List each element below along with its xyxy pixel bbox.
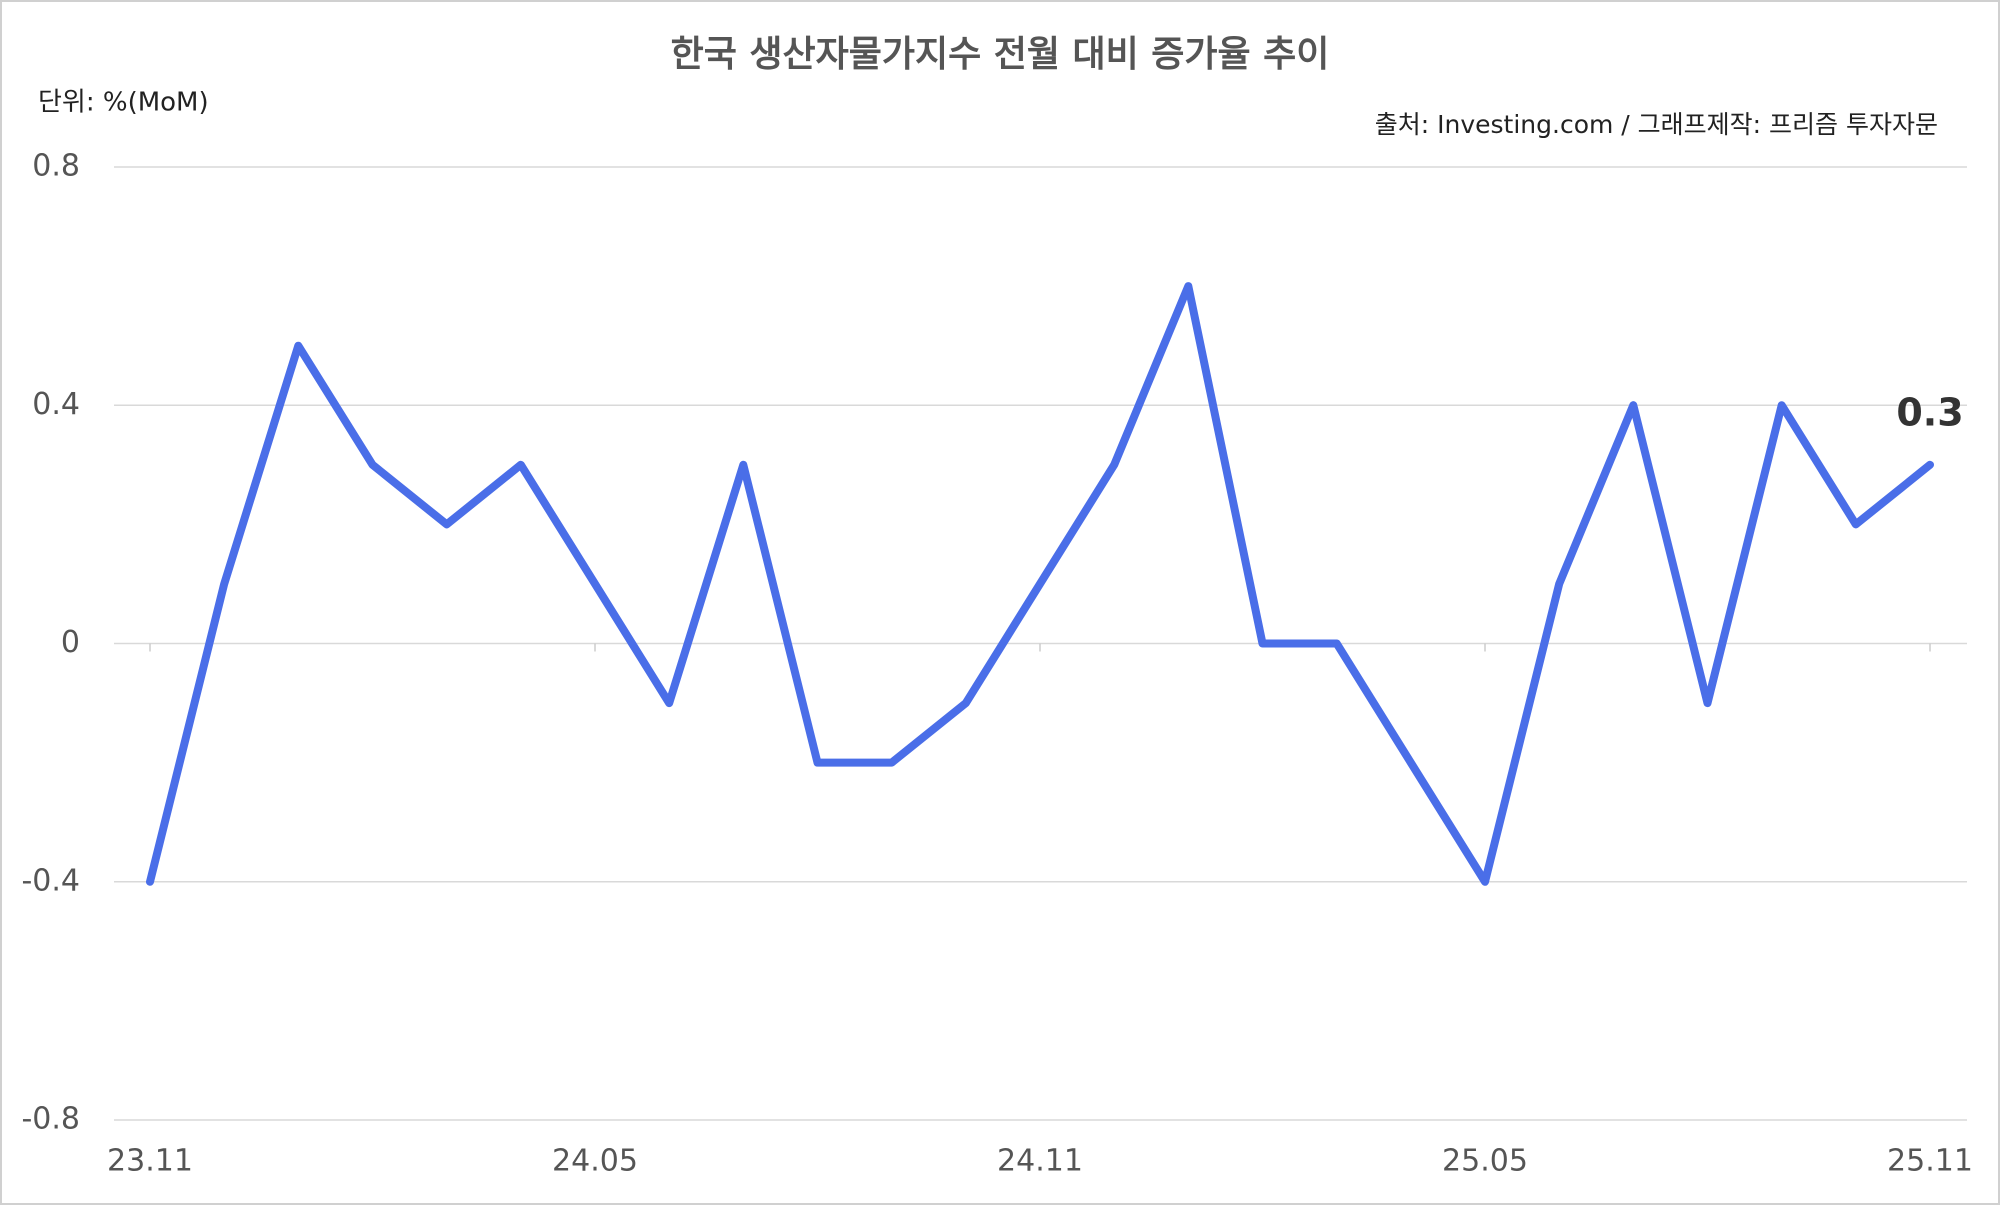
x-tick-label: 24.11 (997, 1144, 1083, 1179)
x-tick-label: 25.11 (1887, 1144, 1973, 1179)
x-tick-label: 25.05 (1442, 1144, 1528, 1179)
data-line (146, 282, 1934, 886)
y-tick-label: 0.4 (32, 387, 80, 422)
y-tick-label: 0.8 (32, 149, 80, 184)
chart-title: 한국 생산자물가지수 전월 대비 증가율 추이 (671, 34, 1330, 75)
x-tick-label: 24.05 (552, 1144, 638, 1179)
source-note: 출처: Investing.com / 그래프제작: 프리즘 투자자문 (1375, 110, 1938, 139)
unit-label: 단위: %(MoM) (38, 88, 209, 118)
y-tick-label: -0.4 (21, 863, 80, 898)
end-value-label: 0.3 (1896, 390, 1963, 434)
x-tick-label: 23.11 (107, 1144, 193, 1179)
y-tick-label: 0 (61, 625, 80, 660)
y-tick-label: -0.8 (21, 1102, 80, 1137)
